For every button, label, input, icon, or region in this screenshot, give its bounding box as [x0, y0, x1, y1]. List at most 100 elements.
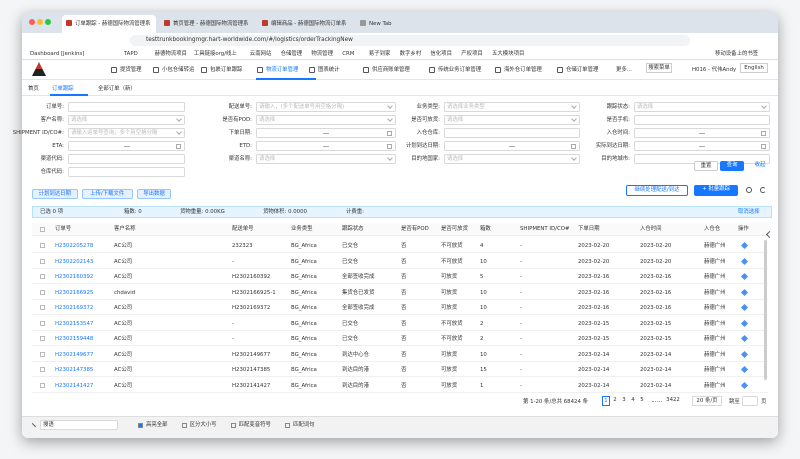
filter-placeholder[interactable]: 请选择	[259, 117, 276, 123]
filter-placeholder[interactable]: 请选择	[637, 104, 654, 110]
find-query[interactable]: 搜语	[43, 422, 54, 428]
order-link[interactable]: H2302166925	[55, 289, 94, 296]
nav-item[interactable]: 小包仓储转运	[162, 67, 195, 73]
bookmark[interactable]: 五大模块项目	[492, 51, 525, 57]
order-link[interactable]: H2302205278	[55, 243, 94, 249]
address-bar[interactable]	[130, 35, 690, 46]
filter-input[interactable]	[256, 102, 396, 112]
filter-button[interactable]: 查询	[720, 161, 744, 171]
bookmark[interactable]: 赫德物流项目	[154, 51, 187, 57]
filter-input[interactable]	[444, 128, 580, 138]
page-number[interactable]: 3	[622, 397, 626, 403]
nav-item[interactable]: 供应商账单管理	[372, 67, 410, 73]
row-checkbox[interactable]	[40, 351, 45, 357]
order-link[interactable]: H2302169372	[55, 305, 94, 311]
row-checkbox[interactable]	[40, 382, 45, 388]
find-option[interactable]: 区分大小写	[189, 422, 217, 428]
row-checkbox[interactable]	[40, 243, 45, 248]
page-size[interactable]: 20 条/页	[692, 396, 722, 406]
filter-placeholder[interactable]: 请选择	[447, 156, 464, 162]
find-option[interactable]: 匹配变音符号	[238, 422, 271, 428]
find-input[interactable]	[40, 420, 118, 430]
page-number[interactable]: 1	[602, 396, 610, 406]
filter-input[interactable]	[256, 154, 396, 164]
nav-item[interactable]: 图表统计	[318, 67, 340, 73]
order-link[interactable]: H2302147385	[55, 367, 94, 373]
bookmark[interactable]: 工具链接org/线上	[193, 51, 237, 57]
filter-input[interactable]	[68, 102, 185, 112]
row-checkbox[interactable]	[40, 289, 45, 295]
filter-input[interactable]	[444, 115, 580, 125]
nav-item[interactable]: 仓储订单管理	[566, 67, 599, 73]
filter-input[interactable]	[634, 102, 770, 112]
row-checkbox[interactable]	[40, 320, 45, 326]
search-menu[interactable]: 搜索菜单	[646, 63, 672, 73]
language[interactable]: English	[740, 63, 768, 73]
row-checkbox[interactable]	[40, 367, 45, 372]
filter-placeholder[interactable]: 请输入运单号查询，多个用空格分隔	[71, 130, 158, 136]
filter-placeholder[interactable]: 请选择业务类型	[447, 104, 485, 110]
nav-item[interactable]: 包裹订单跟踪	[210, 67, 243, 73]
filter-placeholder[interactable]: 请选择	[447, 117, 464, 123]
bookmark[interactable]: 仓储管理	[280, 51, 303, 57]
row-checkbox[interactable]	[40, 274, 45, 279]
filter-button[interactable]: 收起	[754, 162, 766, 168]
user[interactable]: H016 - 代伟Andy	[692, 67, 737, 73]
page-tab[interactable]: 订单跟踪	[52, 86, 74, 92]
find-checkbox[interactable]	[285, 423, 290, 428]
jump-input[interactable]	[742, 396, 758, 406]
toolbar-button[interactable]: 继续处理配送/到达	[626, 185, 688, 196]
filter-placeholder[interactable]: 请选择	[71, 117, 88, 123]
find-option[interactable]: 高亮全部	[146, 422, 168, 428]
page-number[interactable]: 3422	[666, 397, 680, 403]
nav-item[interactable]: 更多...	[616, 67, 632, 73]
filter-input[interactable]	[634, 115, 770, 125]
order-link[interactable]: H2302160392	[55, 274, 94, 280]
header-checkbox[interactable]	[40, 227, 45, 232]
find-checkbox[interactable]	[230, 423, 236, 428]
toolbar-button[interactable]: 上传/下载文件	[81, 189, 133, 199]
toolbar-button[interactable]: 计划到达日期	[32, 189, 78, 199]
url[interactable]: testtrunkbookingmgr.hart-worldwide.com/#…	[146, 37, 353, 43]
order-link[interactable]: H2302141427	[55, 382, 94, 389]
filter-input[interactable]	[68, 154, 185, 164]
tab-title[interactable]: 编辑商品 - 赫德国际物流订单系统	[271, 21, 346, 27]
nav-item[interactable]: 传统业务订单管理	[438, 67, 482, 73]
bookmark[interactable]: 产权项目	[461, 51, 483, 57]
bookmark[interactable]: 数字乡村	[399, 51, 422, 57]
order-link[interactable]: H2302149677	[55, 351, 94, 358]
filter-input[interactable]	[256, 115, 396, 125]
bookmark[interactable]: 易子到家	[368, 51, 391, 57]
bookmark[interactable]: 物流管理	[311, 51, 333, 57]
cancel-selection[interactable]: 取消选择	[738, 209, 760, 215]
page-number[interactable]: 5	[640, 397, 644, 403]
row-checkbox[interactable]	[40, 258, 45, 264]
order-link[interactable]: H2302202143	[55, 258, 94, 265]
tab-title[interactable]: 首页管理 - 赫德国际物流管理系统	[173, 21, 248, 27]
page-tab[interactable]: 首页	[28, 86, 39, 92]
browser-tab[interactable]	[62, 15, 156, 33]
filter-input[interactable]	[68, 115, 185, 125]
tab-title[interactable]: 订单跟踪 - 赫德国际物流管理系统	[75, 21, 150, 27]
page-tab[interactable]: 全部订单（新）	[98, 86, 136, 92]
nav-item[interactable]: 海外仓订单管理	[504, 67, 542, 73]
order-link[interactable]: H2302153547	[55, 320, 94, 327]
find-checkbox[interactable]	[138, 423, 143, 428]
filter-button[interactable]: 重置	[694, 161, 718, 171]
nav-item[interactable]: 物流订单管理	[266, 67, 299, 73]
filter-placeholder[interactable]: 请选择	[259, 156, 276, 162]
filter-input[interactable]	[444, 154, 580, 164]
bookmark[interactable]: 移动设备上的书签	[715, 51, 759, 57]
page-number[interactable]: 4	[631, 397, 635, 403]
bookmark[interactable]: CRM	[342, 51, 355, 57]
settings-icon[interactable]	[746, 187, 752, 193]
filter-input[interactable]	[68, 128, 185, 138]
bookmark[interactable]: 云南网站	[249, 51, 272, 57]
bookmark[interactable]: 信化项目	[430, 51, 452, 57]
filter-placeholder[interactable]: 请输入，(多个配送单号用空格分隔)	[259, 104, 345, 110]
row-checkbox[interactable]	[40, 305, 45, 310]
bookmark[interactable]: TAPD	[123, 51, 138, 57]
order-link[interactable]: H2302159448	[55, 336, 94, 342]
row-checkbox[interactable]	[40, 336, 45, 341]
refresh-icon[interactable]	[760, 187, 766, 193]
